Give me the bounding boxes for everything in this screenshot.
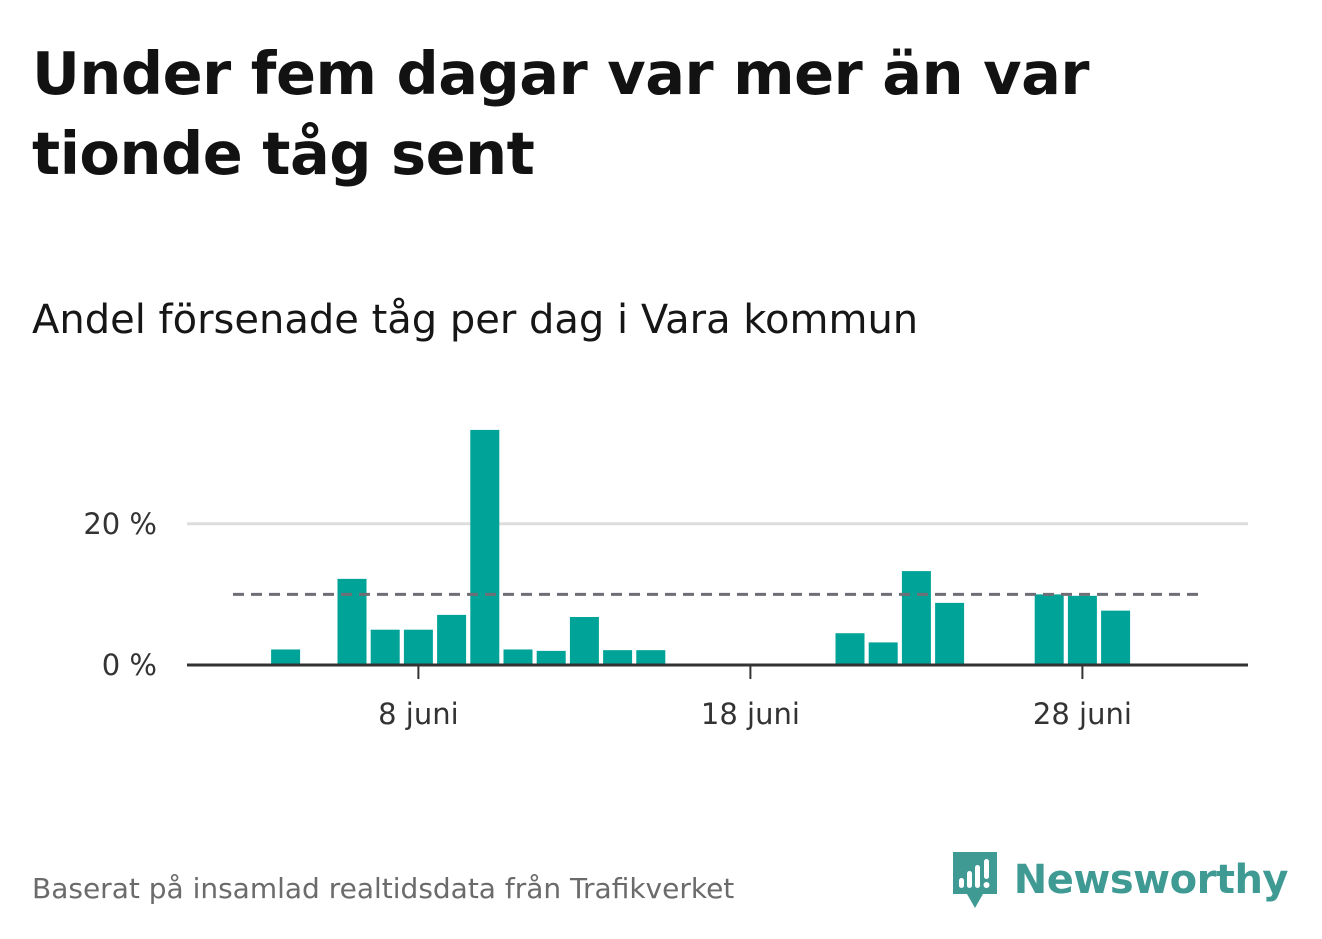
newsworthy-bar-chart-speech-bubble-icon — [952, 852, 997, 908]
chart-title: Under fem dagar var mer än var tionde tå… — [32, 39, 1090, 188]
brand-name: Newsworthy — [1013, 857, 1289, 903]
chart-subtitle: Andel försenade tåg per dag i Vara kommu… — [32, 297, 919, 343]
bar — [835, 633, 865, 665]
logo-bar-4 — [983, 859, 989, 879]
logo-bar-2 — [966, 871, 972, 888]
logo-bar-1 — [958, 878, 964, 888]
bar — [935, 602, 965, 665]
x-tick-label: 28 juni — [1033, 697, 1132, 731]
bar — [271, 649, 301, 665]
bar — [503, 649, 533, 665]
x-tick-label: 18 juni — [701, 697, 800, 731]
brand-logo-block: Newsworthy — [950, 848, 1289, 912]
bar — [603, 650, 633, 665]
bar — [868, 642, 898, 665]
bar — [901, 571, 931, 665]
bar-chart: 0 % 20 % 8 juni 18 juni 28 juni — [0, 380, 1322, 760]
y-tick-label: 20 % — [83, 507, 157, 541]
y-tick-label: 0 % — [102, 648, 157, 682]
x-tick-label: 8 juni — [378, 697, 459, 731]
bar — [470, 429, 500, 665]
bar — [1034, 594, 1064, 665]
bar — [536, 650, 566, 665]
logo-dot — [983, 882, 990, 888]
bar — [370, 629, 400, 665]
bar-chart-svg: 0 % 20 % 8 juni 18 juni 28 juni — [83, 429, 1248, 731]
bar — [636, 650, 666, 665]
bar — [337, 578, 367, 665]
bar — [1101, 610, 1131, 665]
bar — [569, 616, 599, 665]
bar — [1067, 595, 1097, 665]
logo-bar-3 — [974, 865, 980, 888]
bar — [437, 614, 467, 665]
source-note: Baserat på insamlad realtidsdata från Tr… — [32, 872, 735, 905]
bar — [403, 629, 433, 665]
